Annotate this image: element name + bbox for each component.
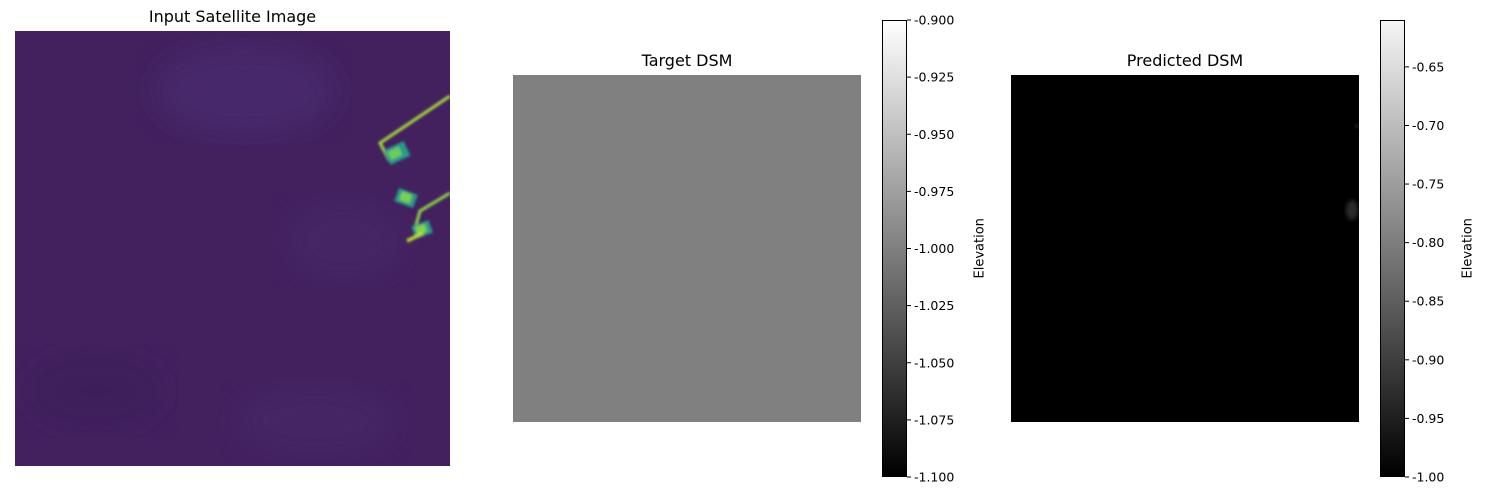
colorbar-tick-label: -0.85 <box>1412 294 1444 309</box>
target-colorbar <box>882 20 907 477</box>
colorbar-tick-label: -1.00 <box>1412 470 1444 485</box>
colorbar-tick-label: -1.050 <box>914 355 954 370</box>
colorbar-tick-label: -1.100 <box>914 470 954 485</box>
predicted-colorbar-ticks: -0.65 -0.70 -0.75 -0.80 -0.85 -0.90 -0.95 -1.00 <box>1405 59 1444 485</box>
panel-title-target: Target DSM <box>641 51 733 70</box>
satellite-image-svg <box>25 46 450 456</box>
colorbar-tick-label: -1.000 <box>914 241 954 256</box>
colorbar-tick-label: -0.975 <box>914 184 954 199</box>
colorbar-tick-label: -0.75 <box>1412 177 1444 192</box>
target-dsm-image <box>513 75 861 422</box>
satellite-image <box>15 31 450 466</box>
target-colorbar-ticks: -0.900 -0.925 -0.950 -0.975 -1.000 -1.025 -1.0… <box>907 13 954 485</box>
predicted-dsm-svg <box>1346 124 1359 220</box>
colorbar-tick-label: -0.950 <box>914 127 954 142</box>
colorbar-tick-label: -1.075 <box>914 412 954 427</box>
target-colorbar-label: Elevation <box>972 218 988 279</box>
colorbar-tick-label: -1.025 <box>914 298 954 313</box>
predicted-dsm-image <box>1011 75 1359 422</box>
panel-title-predicted: Predicted DSM <box>1126 51 1244 70</box>
predicted-colorbar-label: Elevation <box>1460 218 1476 279</box>
predicted-colorbar <box>1380 20 1405 477</box>
colorbar-tick-label: -0.95 <box>1412 411 1444 426</box>
colorbar-tick-label: -0.65 <box>1412 59 1444 74</box>
colorbar-tick-label: -0.900 <box>914 13 954 28</box>
colorbar-tick-label: -0.90 <box>1412 352 1444 367</box>
colorbar-tick-label: -0.925 <box>914 70 954 85</box>
colorbar-tick-label: -0.70 <box>1412 118 1444 133</box>
colorbar-tick-label: -0.80 <box>1412 235 1444 250</box>
panel-title-input: Input Satellite Image <box>148 7 317 26</box>
